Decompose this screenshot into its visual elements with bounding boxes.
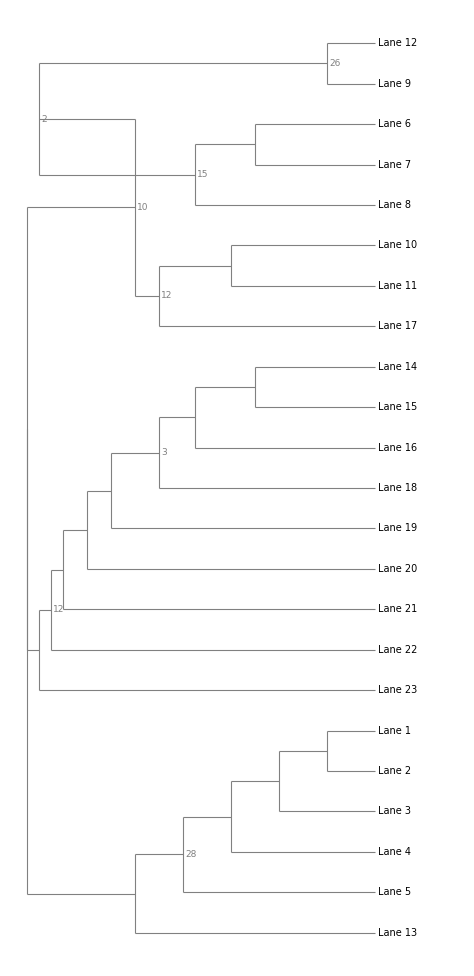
- Text: Lane 21: Lane 21: [378, 604, 418, 614]
- Text: Lane 18: Lane 18: [378, 483, 417, 493]
- Text: Lane 8: Lane 8: [378, 200, 411, 210]
- Text: Lane 16: Lane 16: [378, 442, 417, 453]
- Text: Lane 3: Lane 3: [378, 806, 411, 817]
- Text: 15: 15: [197, 170, 209, 180]
- Text: Lane 14: Lane 14: [378, 362, 417, 372]
- Text: Lane 10: Lane 10: [378, 240, 417, 251]
- Text: Lane 7: Lane 7: [378, 159, 411, 170]
- Text: Lane 5: Lane 5: [378, 887, 411, 897]
- Text: Lane 12: Lane 12: [378, 38, 418, 48]
- Text: Lane 19: Lane 19: [378, 523, 417, 534]
- Text: Lane 2: Lane 2: [378, 766, 411, 776]
- Text: Lane 23: Lane 23: [378, 685, 418, 695]
- Text: Lane 1: Lane 1: [378, 725, 411, 736]
- Text: 28: 28: [185, 850, 197, 859]
- Text: 12: 12: [53, 605, 64, 614]
- Text: 26: 26: [329, 59, 341, 68]
- Text: 10: 10: [137, 203, 149, 212]
- Text: Lane 9: Lane 9: [378, 79, 411, 89]
- Text: Lane 6: Lane 6: [378, 119, 411, 129]
- Text: Lane 17: Lane 17: [378, 321, 418, 331]
- Text: 12: 12: [161, 292, 173, 301]
- Text: 3: 3: [161, 448, 167, 457]
- Text: Lane 4: Lane 4: [378, 847, 411, 857]
- Text: Lane 15: Lane 15: [378, 402, 418, 412]
- Text: Lane 13: Lane 13: [378, 928, 417, 938]
- Text: Lane 11: Lane 11: [378, 281, 417, 291]
- Text: Lane 22: Lane 22: [378, 645, 418, 655]
- Text: 2: 2: [41, 114, 47, 124]
- Text: Lane 20: Lane 20: [378, 564, 418, 574]
